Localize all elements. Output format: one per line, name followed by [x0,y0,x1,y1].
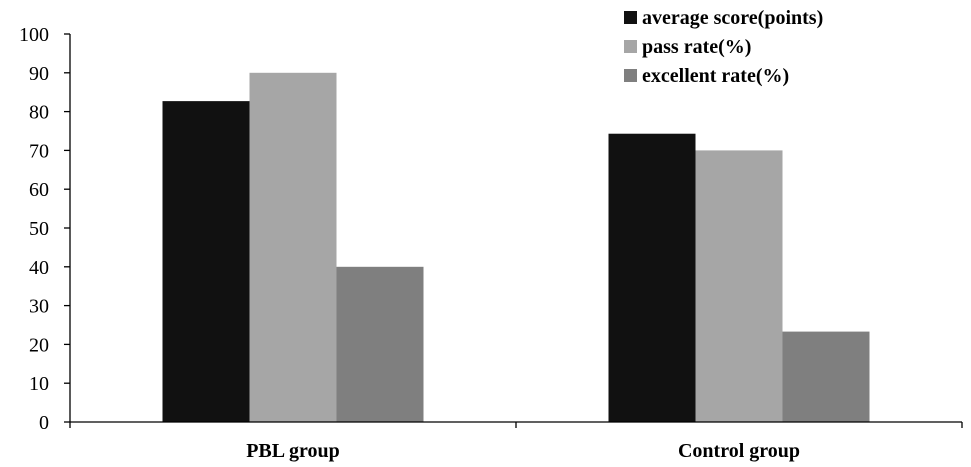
bar-control-group-series-1 [695,150,783,422]
y-tick-label: 70 [29,140,49,162]
x-tick-label: Control group [678,440,800,462]
bar-control-group-series-2 [782,331,870,422]
bar-pbl-group-series-1 [249,72,337,423]
legend-label: excellent rate(%) [642,65,789,87]
bar-pbl-group-series-0 [162,101,250,423]
bars-layer [162,72,870,423]
legend-swatch [624,11,637,24]
y-tick-label: 80 [29,102,49,124]
y-tick-label: 30 [29,296,49,318]
legend-swatch [624,69,637,82]
y-tick-label: 60 [29,179,49,201]
y-tick-label: 20 [29,334,49,356]
y-tick-label: 50 [29,218,49,240]
x-tick-label: PBL group [246,440,340,462]
bar-control-group-series-0 [608,133,696,422]
legend-label: pass rate(%) [642,36,751,58]
bar-pbl-group-series-2 [336,266,424,422]
y-tick-label: 40 [29,257,49,279]
legend-swatch [624,40,637,53]
y-tick-label: 10 [29,373,49,395]
legend-label: average score(points) [642,7,823,29]
axes-layer: PBL group Control group 0 10 20 30 40 50 60 70 80 9… [19,24,963,462]
y-tick-label: 90 [29,63,49,85]
y-tick-label: 0 [39,412,49,434]
y-tick-label: 100 [19,24,49,46]
legend: average score(points) pass rate(%) excelle… [624,7,823,87]
